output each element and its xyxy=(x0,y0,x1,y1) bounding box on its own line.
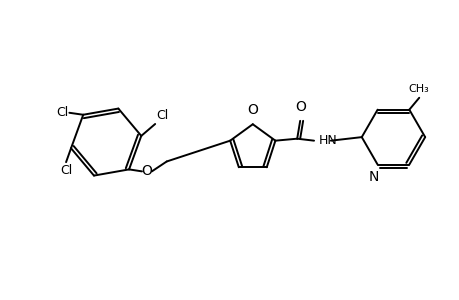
Text: O: O xyxy=(295,100,306,114)
Text: O: O xyxy=(247,103,257,117)
Text: O: O xyxy=(141,164,152,178)
Text: Cl: Cl xyxy=(156,109,168,122)
Text: CH₃: CH₃ xyxy=(408,84,429,94)
Text: Cl: Cl xyxy=(60,164,72,177)
Text: HN: HN xyxy=(318,134,337,147)
Text: N: N xyxy=(368,169,378,184)
Text: Cl: Cl xyxy=(56,106,68,119)
